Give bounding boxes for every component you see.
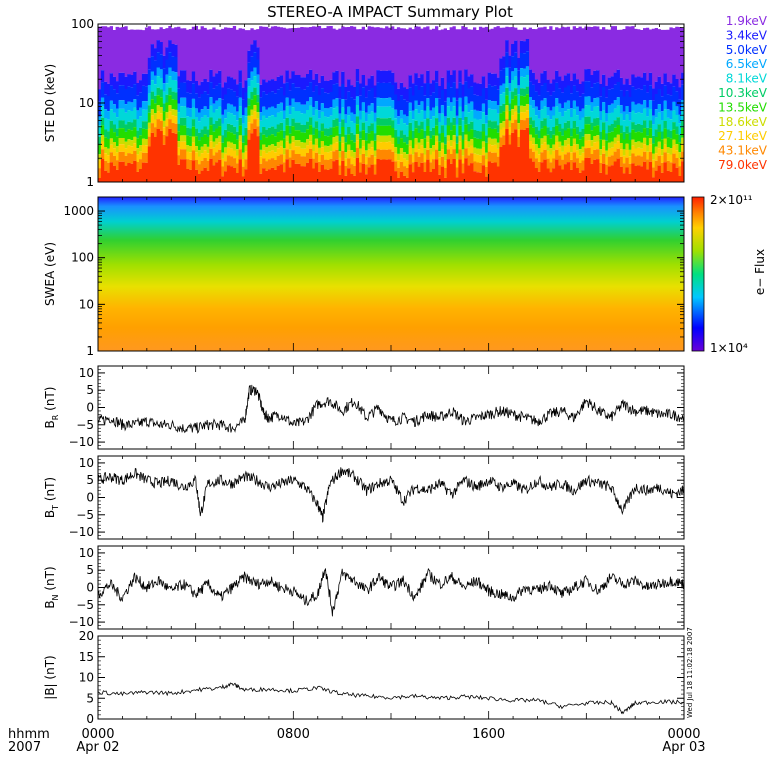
bn-ytick-label: 5	[86, 563, 94, 577]
bmag-ylabel: |B| (nT)	[43, 655, 57, 699]
legend-entry-6.5keV: 6.5keV	[726, 57, 768, 71]
bn-ytick-label: 10	[79, 546, 94, 560]
bn-ylabel: BN (nT)	[43, 566, 60, 608]
bn-ytick-label: 0	[86, 581, 94, 595]
bt-panel-frame	[97, 455, 685, 540]
colorbar-max-label: 2×10¹¹	[710, 193, 753, 207]
legend-entry-18.6keV: 18.6keV	[718, 115, 768, 129]
ste-channel-fill-27.1keV	[98, 110, 685, 169]
legend-entry-79.0keV: 79.0keV	[718, 158, 768, 172]
bmag-ytick-label: 0	[86, 712, 94, 726]
ste-channel-fill-79.0keV	[98, 127, 685, 182]
br-panel-frame	[97, 365, 685, 450]
side-stamp: Wed Jul 18 11:02:18 2007	[686, 627, 694, 718]
ste-ylabel: STE D0 (keV)	[43, 64, 57, 143]
ste-ytick-label: 1	[86, 175, 94, 189]
legend-entry-5.0keV: 5.0keV	[726, 43, 768, 57]
br-ytick-label: 10	[79, 366, 94, 380]
time-axis-label-hhmm: hhmm	[8, 727, 50, 742]
xtick-label: 0800	[277, 727, 310, 742]
ste-channel-fill-5.0keV	[98, 51, 685, 117]
ste-channel-fill-8.1keV	[98, 75, 685, 137]
br-ytick-label: 0	[86, 401, 94, 415]
legend-entry-1.9keV: 1.9keV	[726, 14, 768, 28]
xtick-label: 0000	[81, 727, 114, 742]
br-ytick-label: 5	[86, 383, 94, 397]
bt-ytick-label: 5	[86, 473, 94, 487]
panel-frames	[97, 23, 685, 720]
legend-entry-3.4keV: 3.4keV	[726, 28, 768, 42]
colorbar-title: e− Flux	[753, 249, 767, 295]
colorbar	[691, 196, 705, 352]
ste-ytick-label: 100	[71, 17, 94, 31]
ste-channel-fill-13.5keV	[98, 94, 685, 155]
legend-entry-10.3keV: 10.3keV	[718, 86, 768, 100]
legend-entry-13.5keV: 13.5keV	[718, 100, 768, 114]
legend-entry-43.1keV: 43.1keV	[718, 144, 768, 158]
bmag-series-line	[97, 682, 685, 715]
bt-ytick-label: −10	[69, 525, 94, 539]
bt-ylabel: BT (nT)	[43, 477, 60, 518]
bt-ytick-label: −5	[76, 508, 94, 522]
ste-channel-fill-3.4keV	[98, 39, 685, 102]
br-ytick-label: −10	[69, 435, 94, 449]
bmag-ytick-label: 15	[79, 650, 94, 664]
br-ytick-label: −5	[76, 418, 94, 432]
bmag-ytick-label: 10	[79, 671, 94, 685]
swea-ytick-label: 100	[71, 251, 94, 265]
ste-channel-fill-6.5keV	[98, 66, 685, 126]
colorbar-min-label: 1×10⁴	[710, 341, 748, 355]
bn-ytick-label: −10	[69, 615, 94, 629]
bmag-ytick-label: 5	[86, 691, 94, 705]
xtick-label: 0000	[667, 727, 700, 742]
bt-series-line	[97, 467, 685, 523]
xtick-date-label: Apr 03	[662, 740, 705, 755]
bt-ytick-label: 0	[86, 491, 94, 505]
br-series-line	[97, 384, 685, 434]
ste-channel-fill-43.1keV	[98, 118, 685, 178]
ste-channel-fill-10.3keV	[98, 86, 685, 145]
legend-entry-27.1keV: 27.1keV	[718, 129, 768, 143]
ste-channel-fill-18.6keV	[98, 104, 685, 161]
swea-ytick-label: 10	[79, 297, 94, 311]
ste-channel-fill-1.9keV	[98, 26, 685, 90]
bmag-ytick-label: 20	[79, 629, 94, 643]
bn-ytick-label: −5	[76, 598, 94, 612]
time-axis-label-year: 2007	[8, 740, 41, 755]
swea-spectrogram	[98, 197, 684, 351]
br-ylabel: BR (nT)	[43, 387, 60, 429]
ste-ytick-label: 10	[79, 96, 94, 110]
bn-series-line	[97, 567, 685, 617]
swea-ytick-label: 1	[86, 344, 94, 358]
xtick-date-label: Apr 02	[76, 740, 119, 755]
legend-entry-8.1keV: 8.1keV	[726, 72, 768, 86]
panel-fills	[97, 26, 705, 715]
bt-ytick-label: 10	[79, 456, 94, 470]
swea-ylabel: SWEA (eV)	[43, 242, 57, 306]
swea-ytick-label: 1000	[63, 204, 94, 218]
plot-title: STEREO-A IMPACT Summary Plot	[267, 3, 513, 21]
bmag-panel-frame	[97, 635, 685, 720]
xtick-label: 1600	[472, 727, 505, 742]
